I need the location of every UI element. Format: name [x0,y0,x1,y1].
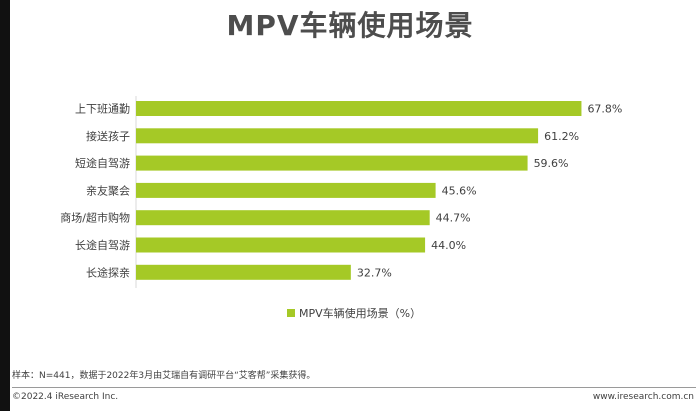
left-frame-edge [0,0,10,411]
category-label: 接送孩子 [86,129,130,143]
bar [136,210,430,226]
category-label: 短途自驾游 [75,156,130,170]
website-text: www.iresearch.com.cn [592,392,694,402]
legend-label: MPV车辆使用场景（%） [299,306,421,320]
bar [136,182,436,198]
bars-group: 上下班通勤 67.8% 接送孩子 61.2% 短途自驾游 59.6% 亲友聚会 45.6% 商场… [60,101,622,280]
sample-note: 样本：N=441，数据于2022年3月由艾瑞自有调研平台“艾客帮”采集获得。 [12,371,316,381]
value-label: 44.7% [436,212,471,225]
copyright-text: ©2022.4 iResearch Inc. [12,392,119,402]
bar-chart: 上下班通勤 67.8% 接送孩子 61.2% 短途自驾游 59.6% 亲友聚会 45.6% 商场… [60,96,622,320]
value-label: 61.2% [544,130,579,143]
category-label: 长途自驾游 [75,238,130,252]
footer-divider [12,387,696,388]
bar [136,264,351,280]
value-label: 44.0% [431,239,466,252]
bar [136,155,528,171]
value-label: 59.6% [534,157,569,170]
value-label: 67.8% [587,103,622,116]
category-label: 亲友聚会 [86,183,130,197]
bar [136,101,582,116]
category-label: 商场/超市购物 [60,211,130,225]
legend-swatch [287,309,295,317]
chart-title: MPV车辆使用场景 [226,9,474,42]
category-label: 长途探亲 [86,265,130,279]
bar [136,237,426,253]
category-label: 上下班通勤 [75,103,130,116]
bar [136,128,539,144]
value-label: 45.6% [442,184,477,197]
value-label: 32.7% [357,266,392,279]
legend: MPV车辆使用场景（%） [287,306,421,320]
